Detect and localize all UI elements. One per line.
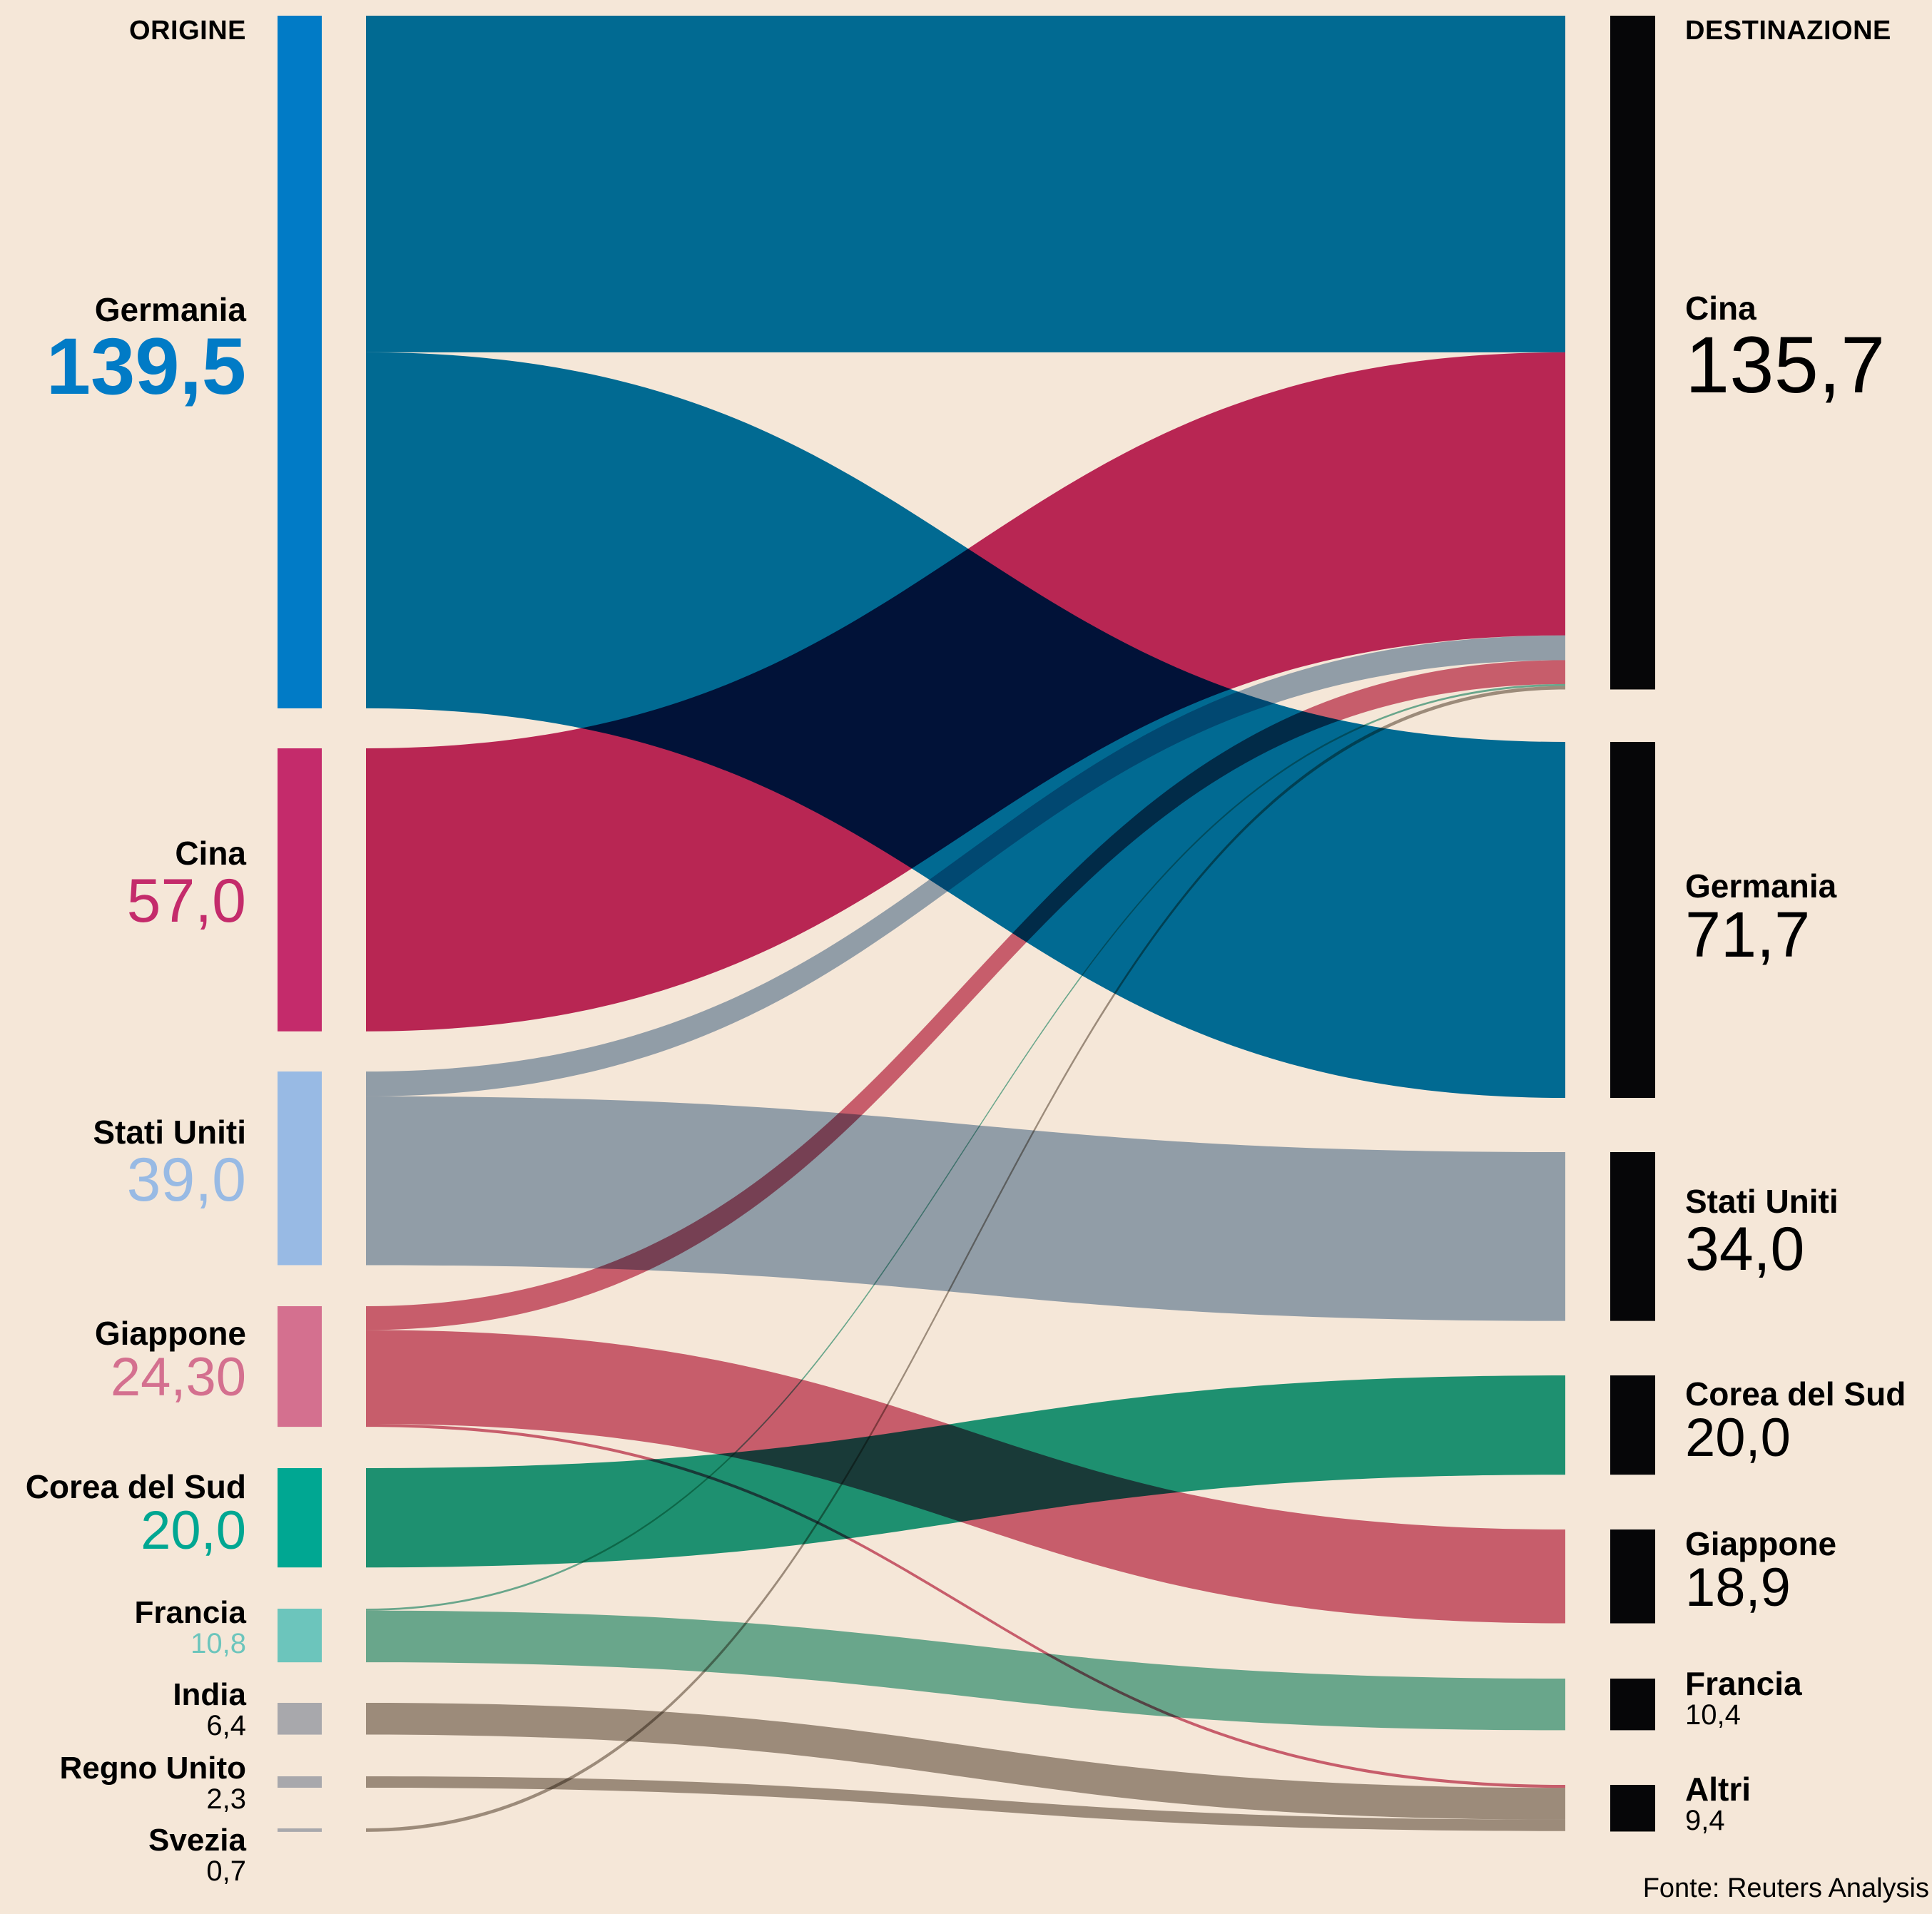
origin-bar-cina (278, 748, 322, 1032)
origin-value: 10,8 (190, 1628, 246, 1660)
destination-value: 18,9 (1685, 1557, 1791, 1619)
destination-label-germania: Germania 71,7 (1685, 867, 1837, 972)
origin-bar-regno-unito (278, 1776, 322, 1788)
destination-label-altri: Altri 9,4 (1685, 1771, 1751, 1837)
destination-value: 10,4 (1685, 1699, 1741, 1731)
origin-name: Regno Unito (59, 1751, 246, 1786)
origin-name: Svezia (148, 1823, 246, 1858)
origin-name: India (173, 1677, 246, 1712)
origin-label-cina: Cina 57,0 (127, 836, 246, 932)
origin-bar-giappone (278, 1306, 322, 1427)
origin-value: 6,4 (206, 1710, 246, 1742)
flow-svezia-to-cina (366, 686, 1565, 1832)
origin-name: Corea del Sud (25, 1468, 246, 1505)
origin-name: Stati Uniti (93, 1114, 246, 1151)
destination-label-stati-uniti: Stati Uniti 34,0 (1685, 1183, 1839, 1284)
destination-value: 34,0 (1685, 1215, 1805, 1284)
destination-value: 9,4 (1685, 1805, 1725, 1837)
destination-value: 71,7 (1685, 900, 1811, 972)
destination-name: Cina (1685, 290, 1756, 327)
flow-cina-to-cina (366, 352, 1565, 1032)
origin-label-corea: Corea del Sud 20,0 (26, 1470, 246, 1558)
origin-label-francia: Francia 10,8 (134, 1595, 246, 1660)
origin-name: Francia (134, 1595, 246, 1630)
origin-bar-francia (278, 1609, 322, 1663)
destination-label-francia: Francia 10,4 (1685, 1665, 1802, 1731)
flow-giappone-to-cina (366, 660, 1565, 1330)
flow-stati-uniti-to-cina (366, 635, 1565, 1096)
destination-value: 20,0 (1685, 1407, 1791, 1469)
destination-name: Stati Uniti (1685, 1183, 1839, 1220)
flow-francia-to-francia (366, 1610, 1565, 1731)
destination-value: 135,7 (1685, 320, 1886, 410)
origin-label-svezia: Svezia 0,7 (148, 1823, 246, 1888)
flow-giappone-to-altri (366, 1423, 1565, 1788)
destination-label-corea: Corea del Sud 20,0 (1685, 1377, 1906, 1465)
origin-header: ORIGINE (129, 16, 246, 46)
destination-label-giappone: Giappone 18,9 (1685, 1527, 1836, 1615)
destination-bar-giappone (1610, 1529, 1655, 1624)
destination-bar-francia (1610, 1679, 1655, 1731)
origin-label-regno-unito: Regno Unito 2,3 (59, 1751, 246, 1816)
origin-label-giappone: Giappone 24,30 (95, 1316, 246, 1405)
origin-bar-svezia (278, 1828, 322, 1832)
flows-layer (366, 16, 1565, 1832)
flow-francia-to-cina (366, 683, 1565, 1611)
origin-value: 24,30 (110, 1347, 246, 1408)
origin-name: Giappone (94, 1315, 246, 1352)
source-note: Fonte: Reuters Analysis (1642, 1873, 1929, 1903)
destination-bar-germania (1610, 742, 1655, 1099)
destination-bar-corea-del-sud (1610, 1375, 1655, 1475)
origin-value: 20,0 (141, 1500, 246, 1562)
origin-value: 139,5 (46, 322, 246, 412)
origin-label-germania: Germania 139,5 (46, 292, 246, 407)
origin-value: 39,0 (126, 1146, 246, 1215)
origin-bar-corea-del-sud (278, 1468, 322, 1568)
destination-bar-stati-uniti (1610, 1152, 1655, 1321)
origin-value: 2,3 (206, 1783, 246, 1816)
destination-header: DESTINAZIONE (1685, 16, 1891, 46)
origin-bar-india (278, 1703, 322, 1735)
origin-value: 0,7 (206, 1856, 246, 1888)
origin-label-stati-uniti: Stati Uniti 39,0 (93, 1115, 246, 1211)
origin-name: Cina (175, 835, 246, 872)
destination-name: Francia (1685, 1665, 1802, 1702)
nodes-layer (278, 16, 1655, 1832)
origin-name: Germania (94, 291, 246, 328)
flow-stati-uniti-to-stati-uniti (366, 1096, 1565, 1321)
flow-india-to-altri (366, 1703, 1565, 1820)
flow-germania-to-cina (366, 16, 1565, 352)
destination-name: Altri (1685, 1771, 1751, 1808)
destination-bar-altri (1610, 1785, 1655, 1832)
origin-bar-germania (278, 16, 322, 708)
destination-name: Germania (1685, 867, 1837, 905)
origin-value: 57,0 (126, 867, 246, 936)
destination-bar-cina (1610, 16, 1655, 690)
flow-giappone-to-giappone (366, 1330, 1565, 1624)
destination-name: Corea del Sud (1685, 1375, 1906, 1412)
destination-name: Giappone (1685, 1525, 1837, 1562)
origin-bar-stati-uniti (278, 1071, 322, 1266)
origin-label-india: India 6,4 (173, 1677, 246, 1742)
flow-regno-unito-to-altri (366, 1776, 1565, 1831)
destination-label-cina: Cina 135,7 (1685, 291, 1885, 405)
